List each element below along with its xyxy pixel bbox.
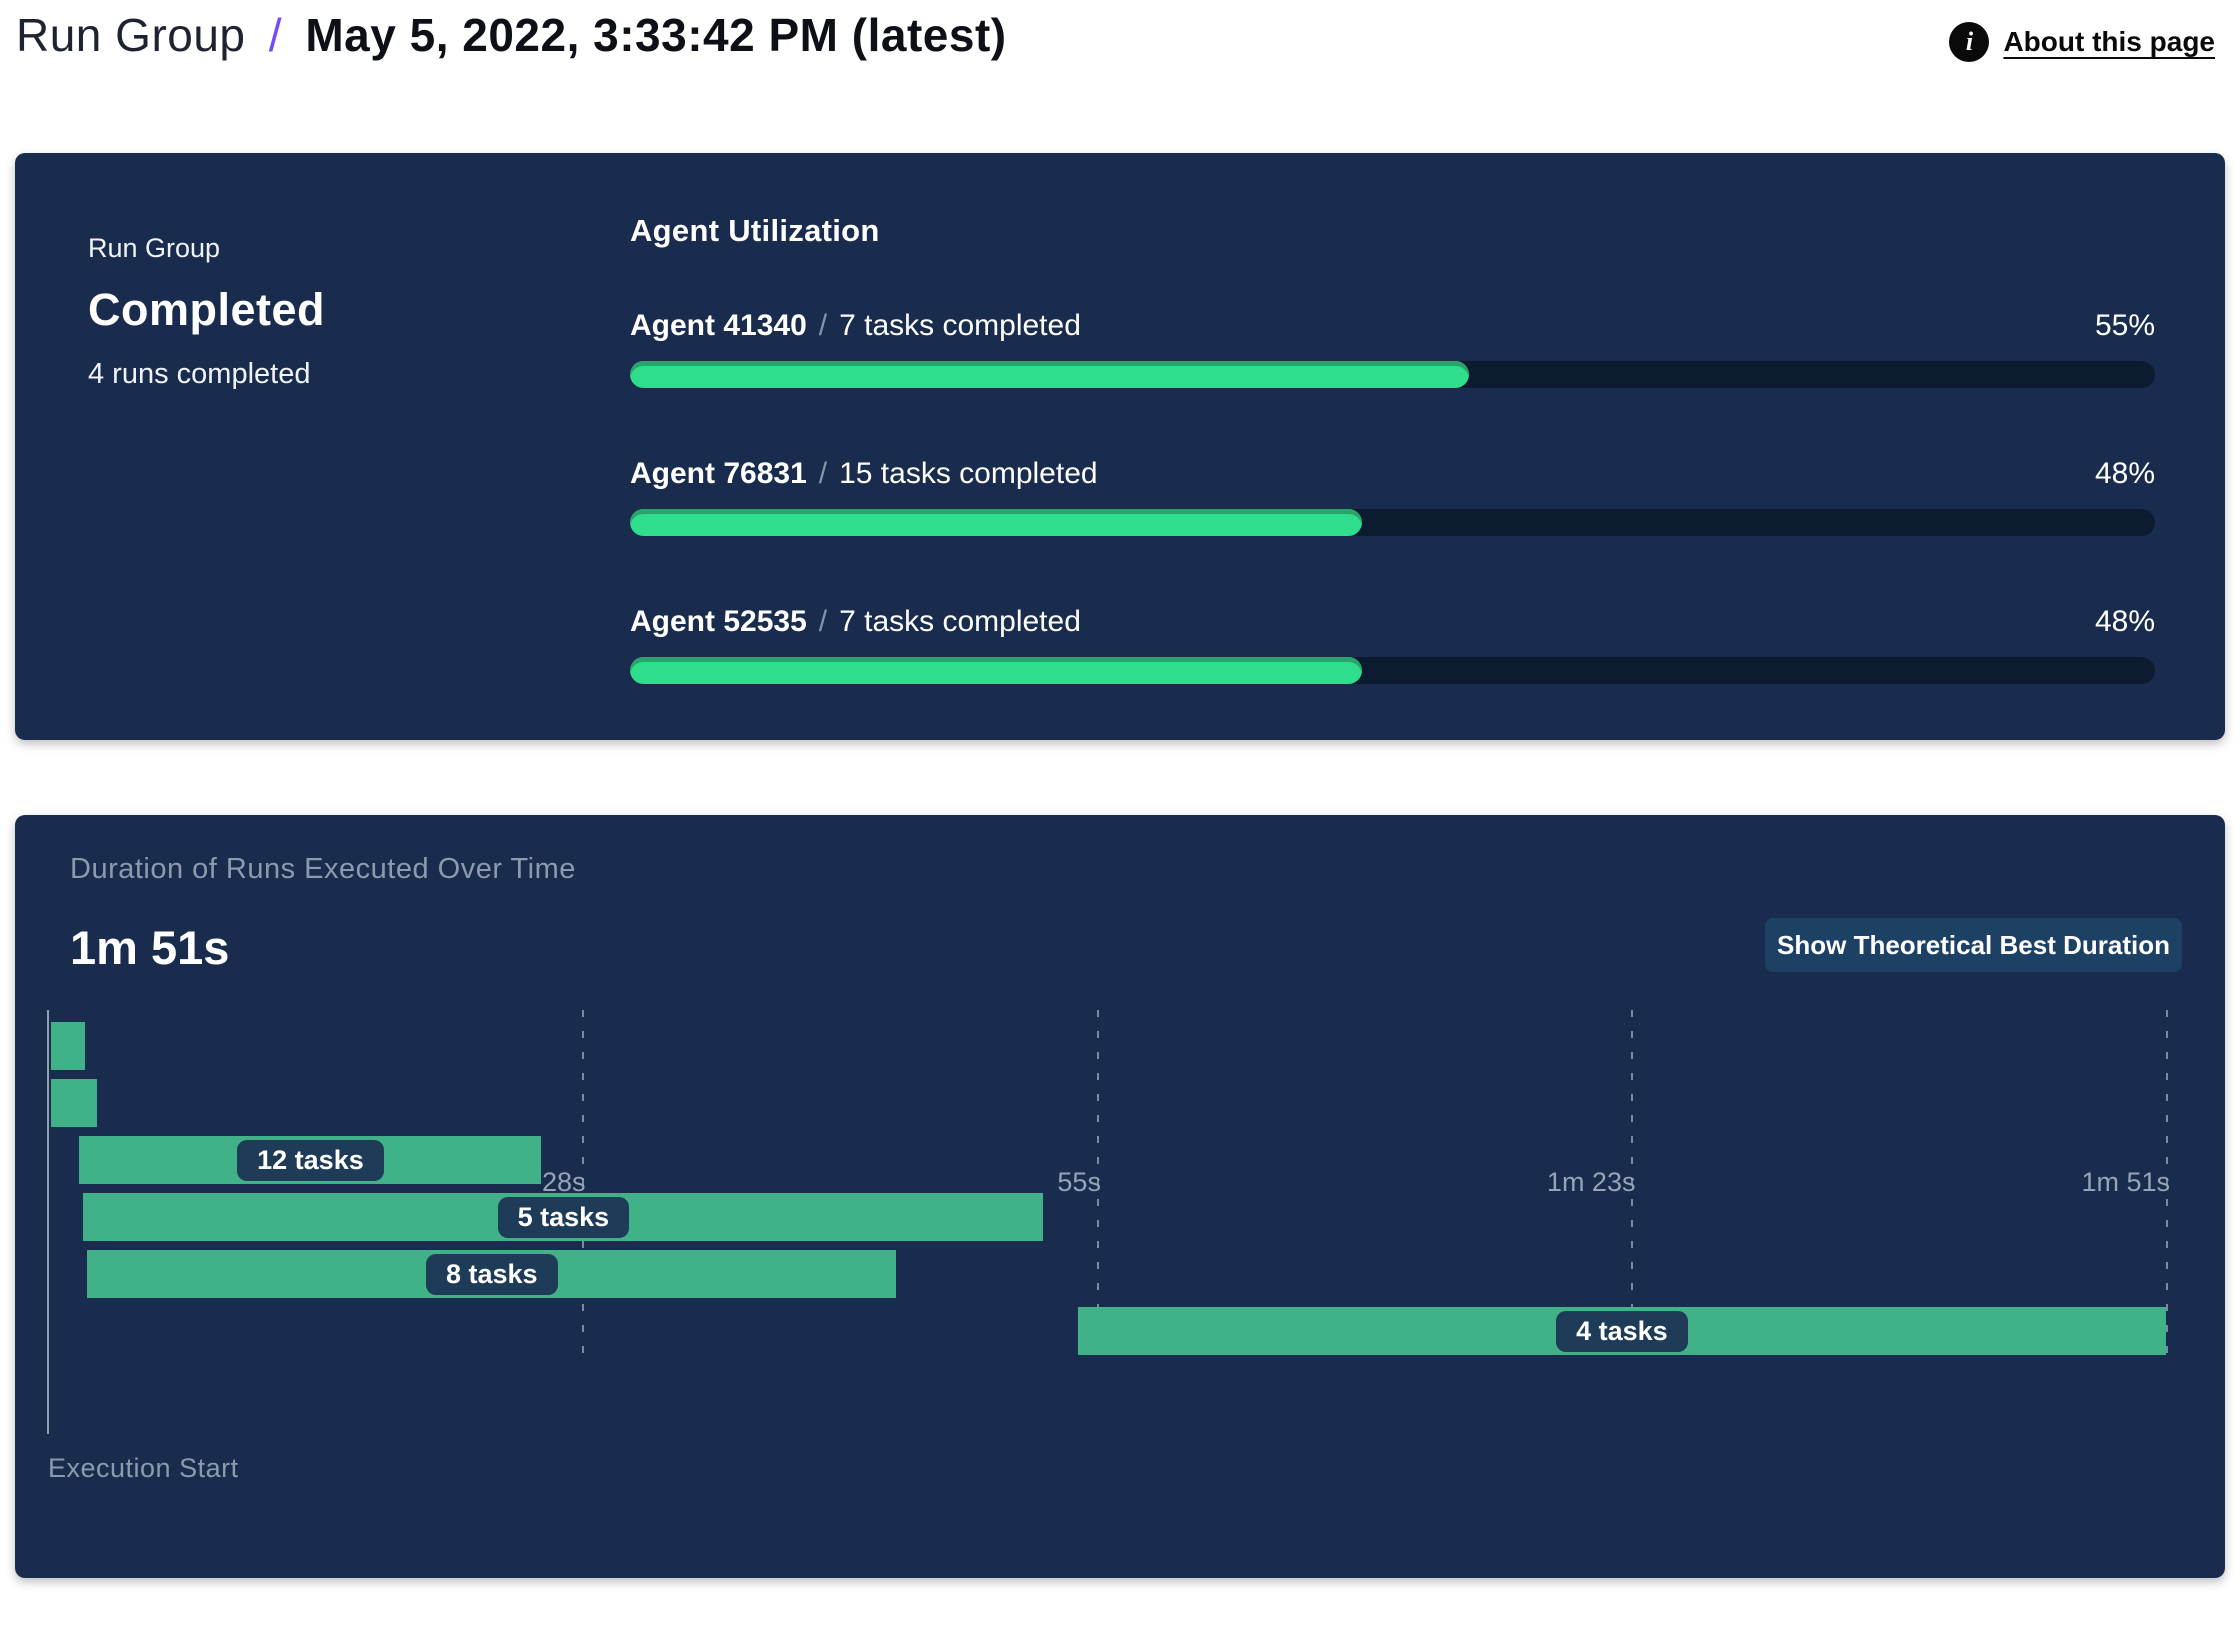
utilization-progress-track: [630, 509, 2155, 536]
agent-row-header: Agent 41340 / 7 tasks completed 55%: [630, 309, 2155, 343]
agent-name: Agent 76831: [630, 457, 807, 490]
agent-tasks-completed: 7 tasks completed: [839, 309, 1081, 342]
page-title: Run Group / May 5, 2022, 3:33:42 PM (lat…: [16, 8, 1007, 62]
agent-utilization-percent: 55%: [2094, 309, 2155, 342]
agent-utilization-percent: 48%: [2094, 605, 2155, 638]
gantt-chart: 12 tasks 5 tasks 8 tasks 4 tasks: [47, 1010, 2168, 1355]
agent-utilization-row: Agent 76831 / 15 tasks completed 48%: [630, 457, 2155, 545]
duration-chart-subtitle: Duration of Runs Executed Over Time: [70, 853, 576, 885]
runs-summary: 4 runs completed: [88, 358, 311, 390]
breadcrumb-current-run: May 5, 2022, 3:33:42 PM (latest): [305, 9, 1007, 61]
task-count-pill: 4 tasks: [1556, 1310, 1688, 1352]
agent-name: Agent 52535: [630, 605, 807, 638]
task-count-pill: 8 tasks: [425, 1253, 558, 1295]
agent-utilization-row: Agent 52535 / 7 tasks completed 48%: [630, 605, 2155, 693]
gridline: [1631, 1010, 1634, 1355]
agent-utilization-title: Agent Utilization: [630, 213, 880, 248]
run-duration-bar[interactable]: 4 tasks: [1077, 1307, 2166, 1355]
run-group-status-panel: Run Group Completed 4 runs completed Age…: [15, 153, 2225, 740]
status-card-label: Run Group: [88, 233, 221, 263]
run-duration-bar[interactable]: [50, 1079, 97, 1127]
agent-row-header: Agent 52535 / 7 tasks completed 48%: [630, 605, 2155, 639]
agent-tasks-completed: 15 tasks completed: [839, 457, 1098, 490]
agent-separator: /: [818, 457, 828, 490]
about-link-label: About this page: [2003, 26, 2215, 57]
x-axis-tick-label: 28s: [541, 1167, 586, 1197]
agent-utilization-percent: 48%: [2094, 457, 2155, 490]
about-this-page-link[interactable]: i About this page: [1949, 22, 2215, 62]
run-duration-bar[interactable]: 8 tasks: [87, 1250, 897, 1298]
agent-separator: /: [818, 309, 828, 342]
agent-utilization-section: Agent Utilization Agent 41340 / 7 tasks co…: [630, 213, 2155, 693]
run-duration-bar[interactable]: 12 tasks: [79, 1136, 542, 1184]
total-duration-value: 1m 51s: [70, 921, 230, 974]
x-axis-tick-label: 1m 51s: [2081, 1167, 2170, 1197]
task-count-pill: 5 tasks: [497, 1196, 630, 1238]
y-axis-line: [47, 1010, 49, 1434]
gridline: [581, 1010, 584, 1355]
task-count-pill: 12 tasks: [237, 1139, 384, 1181]
utilization-progress-fill: [630, 361, 1469, 388]
agent-name: Agent 41340: [630, 309, 807, 342]
utilization-progress-track: [630, 657, 2155, 684]
duration-chart-panel: Duration of Runs Executed Over Time 1m 5…: [15, 815, 2225, 1578]
status-card: Run Group Completed 4 runs completed: [88, 233, 325, 391]
x-axis-tick-label: 55s: [1057, 1167, 1101, 1197]
agent-utilization-row: Agent 41340 / 7 tasks completed 55%: [630, 309, 2155, 397]
page-header: Run Group / May 5, 2022, 3:33:42 PM (lat…: [0, 0, 2240, 150]
show-theoretical-best-duration-button[interactable]: Show Theoretical Best Duration: [1765, 918, 2182, 972]
utilization-progress-fill: [630, 657, 1362, 684]
agent-separator: /: [818, 605, 828, 638]
breadcrumb-run-group: Run Group: [16, 9, 246, 61]
gridline: [1096, 1010, 1099, 1355]
status-value: Completed: [88, 284, 326, 335]
agent-tasks-completed: 7 tasks completed: [839, 605, 1081, 638]
utilization-progress-fill: [630, 509, 1362, 536]
run-duration-bar[interactable]: [50, 1022, 86, 1070]
run-duration-bar[interactable]: 5 tasks: [83, 1193, 1044, 1241]
agent-row-header: Agent 76831 / 15 tasks completed 48%: [630, 457, 2155, 491]
agent-utilization-rows: Agent 41340 / 7 tasks completed 55% Agent 76…: [630, 309, 2155, 693]
breadcrumb-separator: /: [268, 9, 283, 61]
info-icon: i: [1949, 22, 1990, 62]
execution-start-label: Execution Start: [48, 1453, 239, 1483]
x-axis-tick-label: 1m 23s: [1546, 1167, 1636, 1197]
utilization-progress-track: [630, 361, 2155, 388]
gridline: [2166, 1010, 2168, 1355]
